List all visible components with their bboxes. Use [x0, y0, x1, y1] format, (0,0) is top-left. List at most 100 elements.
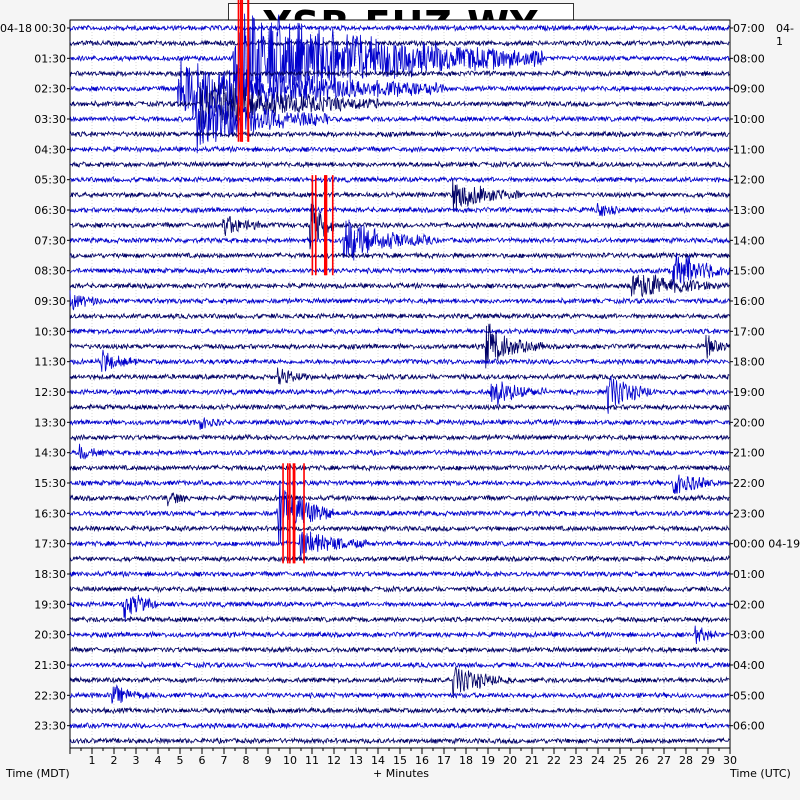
- trace-row: [69, 684, 730, 704]
- trace-row: [69, 219, 730, 261]
- trace-row: [69, 375, 730, 414]
- y-left-tick-label: 17:30: [34, 538, 66, 551]
- y-left-tick-label: 02:30: [34, 83, 66, 96]
- y-left-tick-label: 19:30: [34, 598, 66, 611]
- trace-row: [69, 474, 730, 495]
- x-tick-label: 18: [459, 754, 473, 767]
- trace-row: [69, 290, 730, 311]
- y-right-tick-label: 16:00: [733, 295, 765, 308]
- trace-row: [69, 327, 730, 336]
- trace-row: [69, 251, 730, 260]
- y-right-tick-label: 11:00: [733, 143, 765, 156]
- trace-row: [69, 23, 730, 33]
- trace-row: [69, 660, 730, 669]
- y-left-tick-label: 00:30: [34, 22, 66, 35]
- trace-row: [69, 585, 730, 594]
- x-tick-label: 12: [327, 754, 341, 767]
- x-tick-label: 23: [569, 754, 583, 767]
- y-right-tick-label: 23:00: [733, 507, 765, 520]
- trace-row: [69, 463, 730, 472]
- y-left-tick-label: 16:30: [34, 507, 66, 520]
- trace-row: [69, 594, 730, 623]
- y-left-tick-label: 03:30: [34, 113, 66, 126]
- y-right-tick-label: 22:00: [733, 477, 765, 490]
- y-left-tick-label: 11:30: [34, 356, 66, 369]
- y-left-tick-label: 23:30: [34, 720, 66, 733]
- y-right-tick-label: 01:00: [733, 568, 765, 581]
- trace-row: [69, 191, 730, 250]
- x-tick-label: 30: [723, 754, 737, 767]
- trace-row: [69, 666, 730, 699]
- y-left-tick-label: 14:30: [34, 447, 66, 460]
- y-right-tick-label: 17:00: [733, 325, 765, 338]
- trace-row: [69, 531, 730, 558]
- y-left-tick-label: 22:30: [34, 689, 66, 702]
- trace-row: [69, 615, 730, 624]
- y-right-tick-label: 08:00: [733, 52, 765, 65]
- trace-row: [69, 403, 730, 412]
- x-tick-label: 19: [481, 754, 495, 767]
- x-tick-label: 16: [415, 754, 429, 767]
- y-right-tick-label: 02:00: [733, 598, 765, 611]
- trace-row: [69, 492, 730, 507]
- trace-row: [69, 480, 730, 546]
- trace-row: [69, 81, 730, 133]
- trace-row: [69, 736, 730, 745]
- y-right-tick-label: 00:00 04-19: [733, 538, 800, 551]
- x-tick-label: 21: [525, 754, 539, 767]
- y-right-tick-label: 19:00: [733, 386, 765, 399]
- trace-row: [69, 323, 730, 369]
- y-left-tick-label: 13:30: [34, 416, 66, 429]
- trace-row: [69, 554, 730, 563]
- x-tick-label: 8: [243, 754, 250, 767]
- x-tick-label: 4: [155, 754, 162, 767]
- trace-row: [69, 160, 730, 169]
- x-axis-caption: + Minutes: [373, 767, 430, 780]
- trace-row: [69, 39, 730, 48]
- y-right-tick-label: 20:00: [733, 416, 765, 429]
- x-tick-label: 22: [547, 754, 561, 767]
- trace-row: [69, 645, 730, 654]
- x-tick-label: 14: [371, 754, 385, 767]
- y-right-tick-label: 12:00: [733, 174, 765, 187]
- right-axis-caption: Time (UTC): [730, 767, 791, 780]
- trace-row: [69, 145, 730, 154]
- x-tick-label: 9: [265, 754, 272, 767]
- y-right-tick-label: 13:00: [733, 204, 765, 217]
- trace-row: [69, 13, 730, 105]
- y-right-tick-label: 15:00: [733, 265, 765, 278]
- y-right-tick-label: 07:00: [733, 22, 765, 35]
- trace-row: [69, 253, 730, 286]
- trace-row: [69, 57, 730, 117]
- x-tick-label: 10: [283, 754, 297, 767]
- y-left-tick-label: 12:30: [34, 386, 66, 399]
- y-right-tick-label: 03:00: [733, 629, 765, 642]
- x-tick-label: 5: [177, 754, 184, 767]
- trace-row: [69, 625, 730, 645]
- y-right-tick-label: 18:00: [733, 356, 765, 369]
- x-tick-label: 20: [503, 754, 517, 767]
- x-tick-label: 17: [437, 754, 451, 767]
- y-right-tick-label: 10:00: [733, 113, 765, 126]
- trace-row: [69, 524, 730, 533]
- y-left-tick-label: 15:30: [34, 477, 66, 490]
- trace-row: [69, 721, 730, 730]
- x-tick-label: 7: [221, 754, 228, 767]
- x-tick-label: 26: [635, 754, 649, 767]
- y-left-tick-label: 06:30: [34, 204, 66, 217]
- trace-row: [69, 69, 730, 78]
- trace-row: [69, 367, 730, 385]
- x-tick-label: 28: [679, 754, 693, 767]
- x-tick-label: 27: [657, 754, 671, 767]
- right-corner-date: 04-1: [776, 22, 794, 48]
- x-tick-label: 2: [111, 754, 118, 767]
- y-left-tick-label: 07:30: [34, 234, 66, 247]
- trace-row: [69, 312, 730, 321]
- y-left-tick-label: 08:30: [34, 265, 66, 278]
- y-right-tick-label: 09:00: [733, 83, 765, 96]
- y-right-tick-label: 06:00: [733, 720, 765, 733]
- y-left-tick-label: 10:30: [34, 325, 66, 338]
- x-tick-label: 25: [613, 754, 627, 767]
- y-left-tick-label: 20:30: [34, 629, 66, 642]
